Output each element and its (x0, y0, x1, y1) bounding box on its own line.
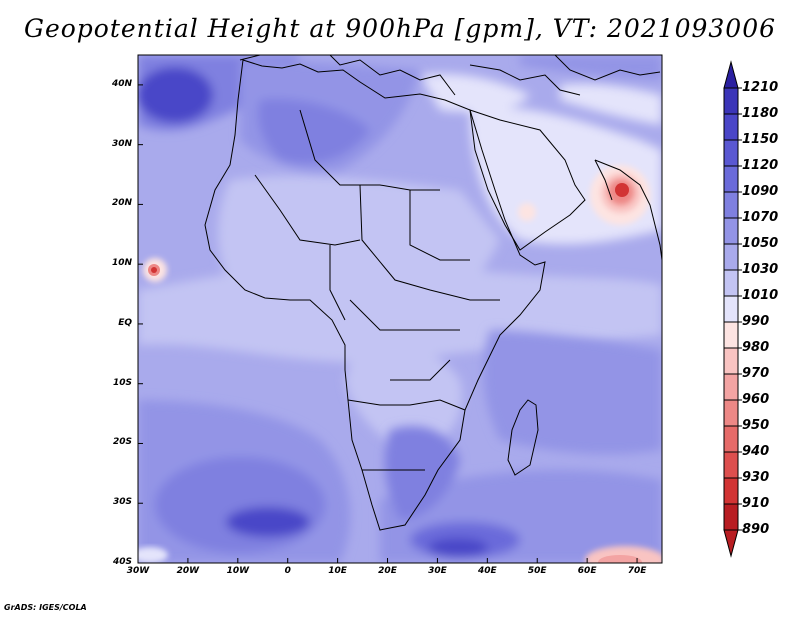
lat-tick-label: 20N (111, 198, 132, 209)
colorbar-swatch (723, 217, 739, 245)
plot-frame (137, 54, 663, 564)
lon-tick-label: 30E (428, 566, 447, 576)
lon-tick-label: 0 (284, 566, 291, 576)
high-areas (138, 55, 662, 563)
lon-tick-label: 10W (226, 566, 250, 576)
colorbar-swatch (723, 165, 739, 193)
colorbar-swatch (723, 347, 739, 375)
colorbar-swatch (723, 139, 739, 167)
colorbar-label: 1090 (742, 184, 779, 199)
lat-tick-label: 10S (112, 377, 132, 388)
colorbar-label: 1070 (742, 210, 779, 225)
colorbar-label: 930 (742, 470, 770, 485)
colorbar-label: 980 (742, 340, 770, 355)
colorbar-top-arrow (723, 60, 739, 89)
map-title: Geopotential Height at 900hPa [gpm], VT:… (23, 14, 777, 43)
colorbar-swatch (723, 191, 739, 219)
lat-tick-label: 10N (111, 258, 132, 269)
height-field (138, 55, 662, 563)
lon-tick-label: 10E (328, 566, 347, 576)
colorbar-label: 1030 (742, 262, 779, 277)
colorbar-swatch (723, 321, 739, 349)
tick-marks (137, 84, 638, 564)
lon-tick-label: 50E (527, 566, 547, 576)
grads-credit: GrADS: IGES/COLA (4, 603, 87, 612)
colorbar-label: 1050 (742, 236, 779, 251)
colorbar-label: 1210 (742, 80, 779, 95)
colorbar-label: 990 (742, 314, 770, 329)
colorbar-swatch (723, 113, 739, 141)
lat-tick-label: EQ (118, 317, 132, 328)
coastlines (204, 55, 662, 531)
lon-tick-label: 60E (577, 566, 597, 576)
lon-tick-label: 20E (378, 566, 397, 576)
lon-tick-label: 30W (126, 566, 150, 576)
lat-tick-label: 30N (111, 138, 132, 149)
colorbar-swatch (723, 477, 739, 505)
colorbar-label: 910 (742, 496, 770, 511)
colorbar-swatch (723, 269, 739, 297)
colorbar-bottom-arrow (723, 529, 739, 558)
lon-tick-label: 70E (627, 566, 647, 576)
lat-tick-label: 20S (112, 437, 132, 448)
lon-tick-label: 20W (176, 566, 200, 576)
colorbar-swatch (723, 373, 739, 401)
colorbar-swatch (723, 399, 739, 427)
colorbar-label: 940 (742, 444, 770, 459)
colorbar-swatch (723, 87, 739, 115)
colorbar-swatch (723, 295, 739, 323)
colorbar-label: 950 (742, 418, 770, 433)
colorbar-label: 1120 (742, 158, 779, 173)
lat-tick-label: 30S (112, 497, 132, 508)
colorbar-swatch (723, 451, 739, 479)
colorbar-label: 1180 (742, 106, 779, 121)
colorbar-label: 960 (742, 392, 770, 407)
colorbar-swatch (723, 243, 739, 271)
colorbar (723, 60, 742, 558)
lat-tick-label: 40N (111, 78, 132, 89)
colorbar-swatch (723, 425, 739, 453)
colorbar-label: 1010 (742, 288, 779, 303)
colorbar-label: 1150 (742, 132, 779, 147)
colorbar-swatch (723, 503, 739, 531)
colorbar-label: 970 (742, 366, 770, 381)
lon-tick-label: 40E (477, 566, 497, 576)
colorbar-label: 890 (742, 522, 770, 537)
lat-tick-label: 40S (112, 557, 132, 567)
